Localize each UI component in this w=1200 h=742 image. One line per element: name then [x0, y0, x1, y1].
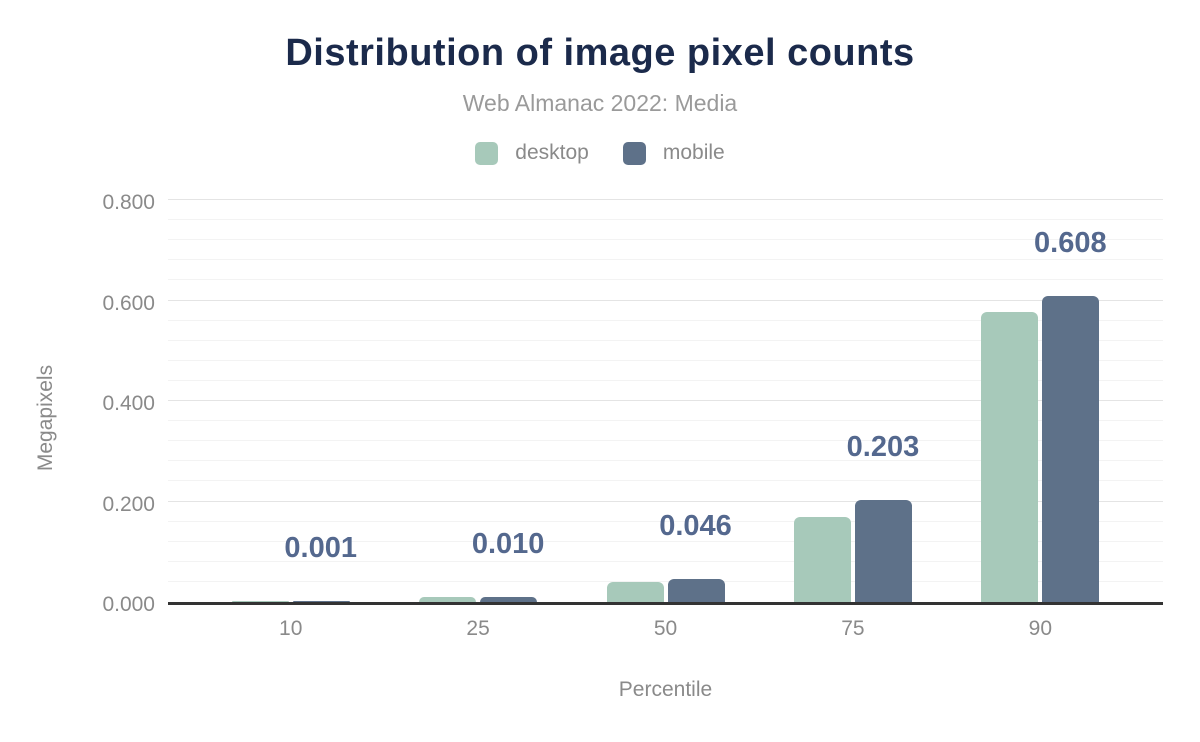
bar-desktop-p90[interactable]: [981, 312, 1039, 602]
gridline-minor: [168, 560, 1163, 562]
gridline-minor: [168, 359, 1163, 361]
bar-desktop-p75[interactable]: [793, 517, 851, 602]
y-tick-label: 0.200: [102, 492, 155, 516]
x-tick-label-50: 50: [653, 617, 678, 640]
bar-pair: [419, 597, 538, 602]
gridline-minor: [168, 480, 1163, 482]
plot-area: 0.001 0.010 0.046 0.203 0.608: [168, 199, 1163, 605]
bar-pair: [793, 500, 912, 602]
bar-value-label-p90: 0.608: [1034, 227, 1107, 259]
gridline-major: [168, 299, 1163, 301]
bar-desktop-p25[interactable]: [419, 597, 477, 602]
gridline-major: [168, 500, 1163, 502]
gridline-minor: [168, 520, 1163, 522]
x-tick-label-75: 75: [841, 617, 865, 640]
bar-value-label-p75: 0.203: [846, 431, 920, 463]
gridline-major: [168, 400, 1163, 401]
gridline-minor: [168, 540, 1163, 542]
bar-mobile-p25[interactable]: [480, 597, 538, 602]
y-tick-label: 0.800: [102, 191, 155, 214]
bar-pair: [606, 579, 725, 602]
legend-label: desktop: [515, 141, 589, 164]
chart-subtitle: Web Almanac 2022: Media: [462, 90, 738, 116]
gridline-minor: [168, 379, 1163, 381]
x-tick-label-25: 25: [466, 617, 490, 640]
bar-group-p10: 0.001: [197, 203, 384, 602]
bar-group-p25: 0.010: [384, 203, 571, 602]
bar-mobile-p90[interactable]: [1042, 296, 1100, 602]
bar-mobile-p50[interactable]: [667, 579, 725, 602]
y-tick-label: 0.000: [102, 593, 155, 616]
bar-group-p50: 0.046: [572, 203, 759, 602]
bar-pair: [981, 296, 1100, 602]
x-tick-label-90: 90: [1028, 617, 1052, 640]
legend-item-desktop[interactable]: desktop: [475, 141, 589, 165]
y-tick-label: 0.600: [102, 291, 155, 315]
y-tick-label: 0.400: [102, 392, 155, 415]
bar-value-label-p50: 0.046: [659, 510, 732, 542]
bar-value-label-p25: 0.010: [471, 528, 545, 560]
gridline-minor: [168, 319, 1163, 321]
gridline-minor: [168, 440, 1163, 442]
gridline-minor: [168, 460, 1163, 462]
gridline-minor: [168, 259, 1163, 261]
legend-swatch-mobile: [622, 141, 646, 165]
x-tick-label-10: 10: [279, 617, 303, 640]
bar-groups: 0.001 0.010 0.046 0.203 0.608: [168, 203, 1163, 602]
x-axis: 10 25 50 75 90: [197, 617, 1134, 641]
bar-desktop-p10[interactable]: [231, 601, 289, 602]
chart-title: Distribution of image pixel counts: [285, 32, 915, 74]
gridline-minor: [168, 219, 1163, 221]
legend: desktop mobile: [0, 141, 1200, 165]
bar-value-label-p10: 0.001: [284, 532, 357, 564]
legend-swatch-desktop: [475, 141, 499, 165]
gridline-minor: [168, 420, 1163, 422]
x-axis-title: Percentile: [618, 678, 713, 701]
legend-item-mobile[interactable]: mobile: [622, 141, 725, 165]
bar-group-p75: 0.203: [759, 203, 946, 602]
gridline-minor: [168, 239, 1163, 241]
gridline-minor: [168, 279, 1163, 281]
bar-desktop-p50[interactable]: [606, 582, 664, 602]
y-axis: 0.000 0.200 0.400 0.600 0.800: [0, 191, 155, 616]
bar-group-p90: 0.608: [947, 203, 1134, 602]
gridline-minor: [168, 339, 1163, 341]
legend-label: mobile: [662, 141, 725, 164]
bar-pair: [231, 601, 350, 602]
gridline-minor: [168, 580, 1163, 582]
gridline-major: [168, 199, 1163, 200]
bar-mobile-p10[interactable]: [292, 601, 350, 602]
bar-mobile-p75[interactable]: [854, 500, 912, 602]
